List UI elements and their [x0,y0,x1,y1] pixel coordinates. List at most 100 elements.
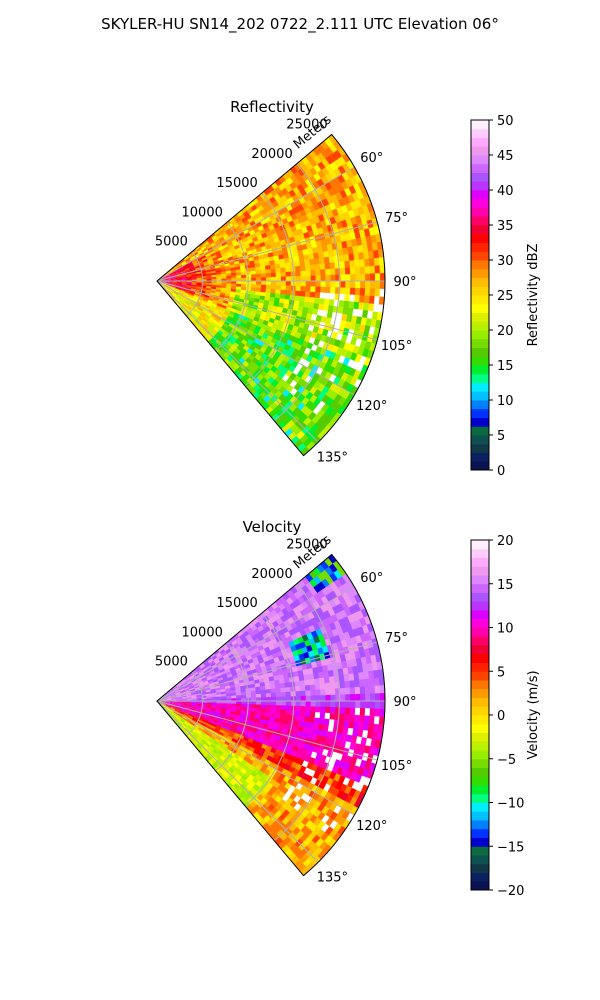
radar-cell [161,281,168,283]
radar-cell [235,247,242,253]
radar-cell [222,302,229,307]
radar-cell [235,692,242,696]
radar-cell [310,701,317,708]
azimuth-gridline [156,700,378,761]
radar-cell [245,704,252,709]
radar-cell [209,323,217,330]
radar-cell [186,283,193,285]
radar-cell [193,714,200,719]
radar-cell [177,714,183,719]
radar-cell [280,267,287,273]
radar-cell [350,315,358,325]
radar-cell [183,675,189,680]
radar-cell [181,706,187,709]
radar-cell [328,719,336,727]
radar-cell [208,325,215,332]
radar-cell [193,684,200,688]
radar-cell [210,661,217,668]
radar-cell [321,664,329,673]
radar-cell [379,265,386,275]
radar-cell [218,731,225,737]
radar-cell [316,729,324,737]
radar-cell [227,721,234,727]
radar-cell [176,302,182,308]
azimuth-tick-label: 135° [317,870,348,885]
radar-cell [221,304,228,310]
radar-cell [341,591,351,602]
radar-cell [362,663,369,673]
radar-cell [305,312,313,321]
radar-cell [350,694,356,702]
radar-cell [342,727,350,736]
radar-cell [213,668,221,674]
radar-cell [372,723,380,734]
colorbar-segment [471,750,489,760]
radar-cell [197,727,204,733]
range-tick-label: 5000 [155,235,188,250]
radar-cell [229,730,236,736]
radar-cell [211,274,217,278]
colorbar-segment [471,356,489,366]
radar-cell [172,292,178,297]
radar-cell [275,692,282,698]
radar-cell [354,259,361,269]
radar-cell [221,703,227,707]
radar-cell [240,268,247,273]
radar-cell [172,685,178,690]
radar-cell [170,715,175,720]
radar-cell [317,303,325,312]
radar-cell [219,668,226,674]
radar-cell [341,660,349,670]
radar-cell [168,688,174,693]
colorbar-segment [471,802,489,812]
radar-cell [191,698,198,700]
radar-cell [226,283,232,287]
radar-cell [371,242,379,252]
radar-cell [221,276,227,280]
radar-cell [194,265,201,269]
radar-cell [161,701,168,703]
radar-cell [221,724,228,730]
colorbar-segment [471,671,489,681]
radar-cell [189,265,195,270]
radar-cell [168,289,174,294]
radar-cell [181,283,188,286]
radar-cell [345,589,355,600]
radar-cell [207,657,214,664]
radar-cell [215,324,222,331]
radar-cell [184,676,190,681]
radar-cell [184,268,191,272]
radar-cell [181,703,188,706]
radar-cell [186,278,193,281]
radar-cell [325,237,333,246]
radar-cell [250,287,257,292]
azimuth-tick-label: 75° [385,631,408,646]
radar-cell [260,685,267,691]
radar-cell [338,254,345,263]
radar-cell [320,706,327,714]
radar-cell [173,266,179,271]
radar-cell [202,717,209,722]
radar-cell [265,284,272,290]
colorbar-segment [471,715,489,725]
radar-cell [211,741,218,748]
radar-cell [350,586,360,598]
radar-cell [263,719,270,726]
radar-cell [198,250,204,255]
radar-cell [178,686,185,691]
radar-cell [295,685,302,692]
radar-cell [360,701,366,710]
radar-cell [320,275,327,282]
radar-cell [245,287,252,292]
radar-cell [186,298,192,303]
radar-cell [291,246,299,253]
radar-cell [236,703,242,708]
radar-cell [353,252,360,262]
radar-cell [273,675,280,681]
radar-cell [350,281,356,289]
radar-cell [175,690,181,694]
radar-cell [161,699,168,701]
radar-cell [161,701,168,703]
radar-cell [280,701,287,707]
radar-cell [164,286,170,291]
